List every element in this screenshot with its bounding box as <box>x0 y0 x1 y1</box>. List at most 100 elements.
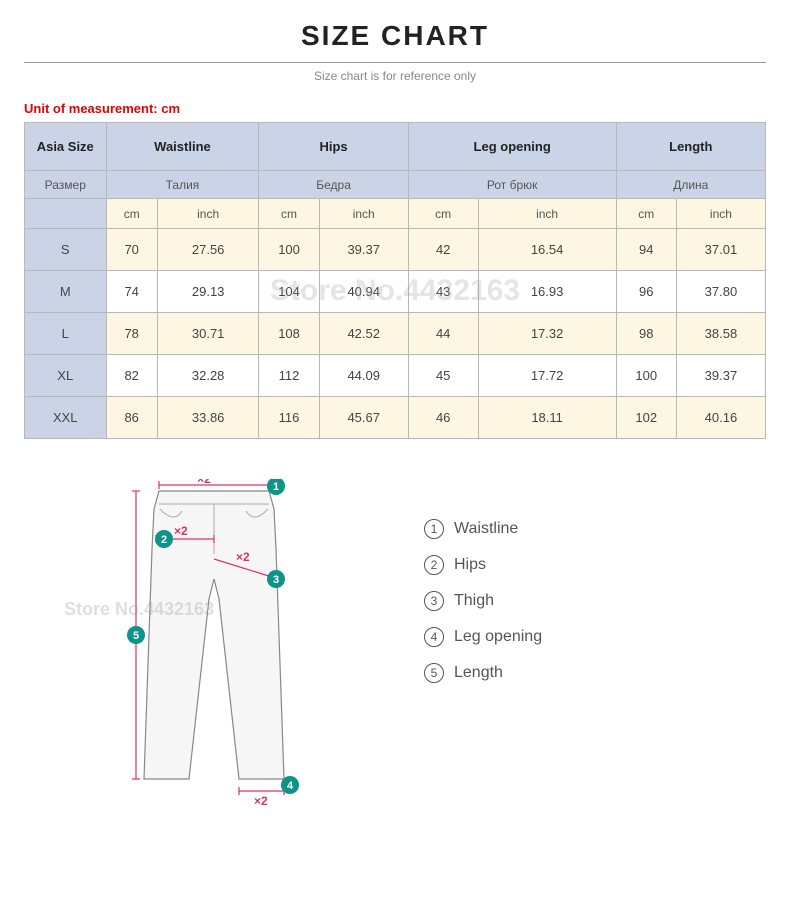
svg-text:5: 5 <box>133 630 139 642</box>
table-row: M7429.1310440.944316.939637.80 <box>25 271 766 313</box>
svg-text:1: 1 <box>273 481 279 493</box>
data-cell: 70 <box>106 229 157 271</box>
col-waistline: Waistline <box>106 123 259 171</box>
data-cell: 116 <box>259 397 319 439</box>
data-cell: 18.11 <box>478 397 616 439</box>
data-cell: 94 <box>616 229 676 271</box>
col-hips-ru: Бедра <box>259 171 408 199</box>
size-table: Asia Size Waistline Hips Leg opening Len… <box>24 122 766 439</box>
data-cell: 96 <box>616 271 676 313</box>
data-cell: 104 <box>259 271 319 313</box>
svg-text:3: 3 <box>273 574 279 586</box>
data-cell: 30.71 <box>157 313 259 355</box>
unit-cm: cm <box>408 199 478 229</box>
legend-label: Thigh <box>454 592 494 610</box>
size-cell: S <box>25 229 107 271</box>
data-cell: 44.09 <box>319 355 408 397</box>
data-cell: 40.16 <box>676 397 765 439</box>
col-length-ru: Длина <box>616 171 765 199</box>
col-leg-ru: Рот брюк <box>408 171 616 199</box>
col-length: Length <box>616 123 765 171</box>
svg-text:×2: ×2 <box>254 794 268 808</box>
table-row: XXL8633.8611645.674618.1110240.16 <box>25 397 766 439</box>
col-hips: Hips <box>259 123 408 171</box>
unit-inch: inch <box>157 199 259 229</box>
legend-label: Hips <box>454 556 486 574</box>
svg-text:×2: ×2 <box>236 550 250 564</box>
title-divider <box>24 62 766 63</box>
data-cell: 37.80 <box>676 271 765 313</box>
legend-label: Leg opening <box>454 628 542 646</box>
data-cell: 16.93 <box>478 271 616 313</box>
svg-text:4: 4 <box>287 780 294 792</box>
data-cell: 108 <box>259 313 319 355</box>
legend-number: 5 <box>424 663 444 683</box>
data-cell: 98 <box>616 313 676 355</box>
page-title: SIZE CHART <box>24 20 766 52</box>
data-cell: 38.58 <box>676 313 765 355</box>
size-cell: L <box>25 313 107 355</box>
data-cell: 39.37 <box>676 355 765 397</box>
legend-number: 2 <box>424 555 444 575</box>
svg-text:×2: ×2 <box>197 479 211 486</box>
data-cell: 17.72 <box>478 355 616 397</box>
data-cell: 43 <box>408 271 478 313</box>
legend-item: 2 Hips <box>424 555 726 575</box>
header-row-ru: Размер Талия Бедра Рот брюк Длина <box>25 171 766 199</box>
header-row-units: cm inch cm inch cm inch cm inch <box>25 199 766 229</box>
size-cell: M <box>25 271 107 313</box>
data-cell: 44 <box>408 313 478 355</box>
unit-label: Unit of measurement: cm <box>24 101 766 116</box>
unit-inch: inch <box>478 199 616 229</box>
data-cell: 17.32 <box>478 313 616 355</box>
data-cell: 42.52 <box>319 313 408 355</box>
data-cell: 100 <box>259 229 319 271</box>
data-cell: 37.01 <box>676 229 765 271</box>
data-cell: 33.86 <box>157 397 259 439</box>
legend-number: 3 <box>424 591 444 611</box>
unit-cm: cm <box>259 199 319 229</box>
data-cell: 86 <box>106 397 157 439</box>
legend-number: 4 <box>424 627 444 647</box>
col-leg-opening: Leg opening <box>408 123 616 171</box>
data-cell: 102 <box>616 397 676 439</box>
table-row: L7830.7110842.524417.329838.58 <box>25 313 766 355</box>
legend-item: 1 Waistline <box>424 519 726 539</box>
data-cell: 100 <box>616 355 676 397</box>
table-row: XL8232.2811244.094517.7210039.37 <box>25 355 766 397</box>
svg-text:2: 2 <box>161 534 167 546</box>
col-asia-size: Asia Size <box>25 123 107 171</box>
data-cell: 27.56 <box>157 229 259 271</box>
svg-text:×2: ×2 <box>174 524 188 538</box>
legend-item: 5Length <box>424 663 726 683</box>
unit-cm: cm <box>616 199 676 229</box>
legend-item: 4 Leg opening <box>424 627 726 647</box>
unit-cm: cm <box>106 199 157 229</box>
size-cell: XL <box>25 355 107 397</box>
data-cell: 74 <box>106 271 157 313</box>
legend: 1 Waistline 2 Hips 3 Thigh 4 Leg opening 5Length <box>424 479 726 699</box>
data-cell: 78 <box>106 313 157 355</box>
data-cell: 82 <box>106 355 157 397</box>
subtitle: Size chart is for reference only <box>24 69 766 83</box>
data-cell: 32.28 <box>157 355 259 397</box>
col-waist-ru: Талия <box>106 171 259 199</box>
data-cell: 112 <box>259 355 319 397</box>
legend-number: 1 <box>424 519 444 539</box>
legend-label: Waistline <box>454 520 518 538</box>
col-size-ru: Размер <box>25 171 107 199</box>
data-cell: 40.94 <box>319 271 408 313</box>
data-cell: 39.37 <box>319 229 408 271</box>
size-cell: XXL <box>25 397 107 439</box>
data-cell: 46 <box>408 397 478 439</box>
pants-diagram: ×2 ×2 ×2 ×2 1 2 3 4 5 Store No.4432163 <box>64 479 364 814</box>
data-cell: 42 <box>408 229 478 271</box>
unit-inch: inch <box>319 199 408 229</box>
data-cell: 45.67 <box>319 397 408 439</box>
data-cell: 45 <box>408 355 478 397</box>
data-cell: 29.13 <box>157 271 259 313</box>
data-cell: 16.54 <box>478 229 616 271</box>
header-row-en: Asia Size Waistline Hips Leg opening Len… <box>25 123 766 171</box>
unit-inch: inch <box>676 199 765 229</box>
table-row: S7027.5610039.374216.549437.01 <box>25 229 766 271</box>
